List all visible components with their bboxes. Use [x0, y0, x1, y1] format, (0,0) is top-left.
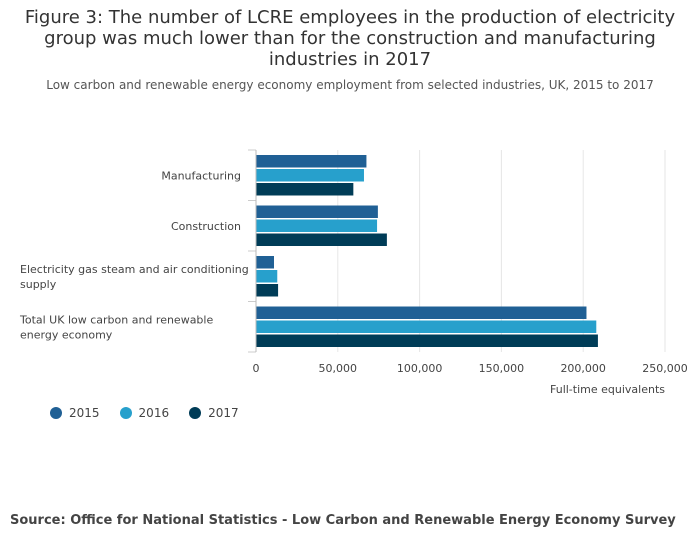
x-tick-label: 200,000: [560, 362, 606, 375]
category-label-line: Construction: [171, 220, 241, 233]
bar-2015: [256, 205, 378, 218]
legend-label: 2017: [208, 406, 239, 420]
bar-2016: [256, 320, 597, 333]
category-label: Total UK low carbon and renewable energy …: [19, 313, 213, 341]
legend-label: 2016: [138, 406, 170, 420]
bar-2017: [256, 334, 598, 347]
category-label-line: energy economy: [20, 328, 113, 341]
bar-2015: [256, 306, 587, 319]
x-axis-title: Full-time equivalents: [550, 383, 665, 396]
legend-swatch-2015: [50, 407, 62, 419]
legend: 2015 2016 2017: [50, 406, 239, 420]
legend-label: 2015: [69, 406, 100, 420]
bar-2015: [256, 256, 274, 269]
legend-swatch-2016: [119, 407, 132, 419]
chart-title: Figure 3: The number of LCRE employees i…: [0, 7, 700, 70]
chart-title-line: Figure 3: The number of LCRE employees i…: [24, 7, 676, 28]
category-label-line: Electricity gas steam and air conditioni…: [20, 263, 249, 276]
category-label: Construction: [171, 220, 241, 233]
bar-2017: [256, 183, 354, 196]
legend-swatch-2017: [189, 407, 202, 419]
x-tick-label: 250,000: [642, 362, 688, 375]
category-label-line: supply: [20, 278, 57, 291]
category-label: Electricity gas steam and air conditioni…: [20, 263, 249, 291]
legend-item-2015[interactable]: 2015: [50, 406, 100, 420]
category-label: Manufacturing: [161, 169, 241, 182]
chart-title-line: group was much lower than for the constr…: [44, 28, 656, 49]
x-tick-label: 0: [253, 362, 260, 375]
category-label-line: Total UK low carbon and renewable: [19, 313, 213, 326]
bar-2016: [256, 270, 278, 283]
chart-title-line: industries in 2017: [268, 49, 432, 70]
x-tick-label: 50,000: [319, 362, 358, 375]
bar-2015: [256, 155, 367, 168]
source-note: Source: Office for National Statistics -…: [10, 513, 676, 528]
chart-subtitle: Low carbon and renewable energy economy …: [46, 78, 654, 92]
bar-2016: [256, 169, 364, 182]
bar-2016: [256, 219, 378, 232]
x-tick-label: 150,000: [479, 362, 525, 375]
legend-item-2017[interactable]: 2017: [189, 406, 239, 420]
bar-2017: [256, 284, 279, 297]
category-label-line: Manufacturing: [161, 169, 241, 182]
legend-item-2016[interactable]: 2016: [119, 406, 170, 420]
bar-2017: [256, 233, 387, 246]
x-tick-label: 100,000: [397, 362, 443, 375]
